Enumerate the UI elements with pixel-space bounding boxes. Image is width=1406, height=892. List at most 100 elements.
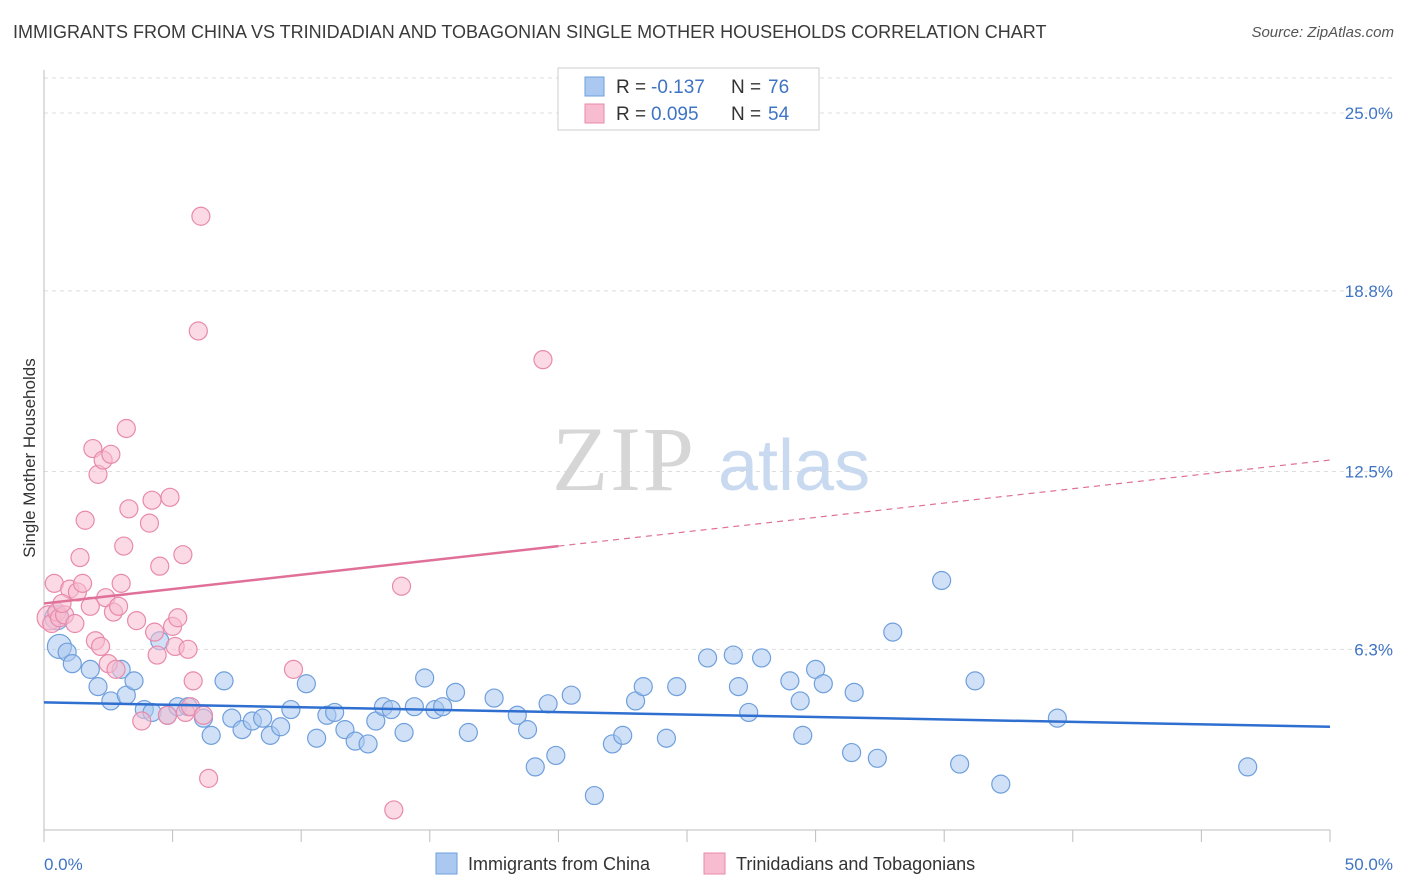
trend-layer <box>43 459 1331 729</box>
point-tt-23 <box>108 596 129 616</box>
point-tt-44 <box>183 671 203 691</box>
point-china-40 <box>433 697 453 717</box>
point-china-68 <box>844 682 864 702</box>
point-tt-45 <box>188 321 208 341</box>
point-china-74 <box>991 774 1011 794</box>
legend-r-value-china: -0.137 <box>651 77 705 98</box>
point-china-61 <box>751 648 772 668</box>
point-china-75 <box>1047 708 1067 728</box>
point-tt-47 <box>193 705 214 725</box>
x-tick-marks <box>43 830 1331 842</box>
legend-n-value-tt: 54 <box>768 104 790 125</box>
point-china-72 <box>950 754 970 774</box>
point-china-37 <box>404 697 424 717</box>
point-tt-35 <box>157 705 178 725</box>
point-china-32 <box>358 734 378 754</box>
point-tt-28 <box>126 611 147 631</box>
point-china-18 <box>214 671 234 691</box>
point-tt-20 <box>101 444 121 464</box>
point-china-46 <box>525 757 545 777</box>
point-tt-27 <box>119 499 139 519</box>
point-tt-52 <box>533 350 553 370</box>
point-china-56 <box>667 677 687 697</box>
bottom-legend-label-china: Immigrants from China <box>468 854 651 874</box>
point-tt-24 <box>111 573 131 593</box>
trendline-tt-dashed <box>558 459 1331 547</box>
point-china-50 <box>584 785 605 806</box>
point-china-48 <box>546 745 566 766</box>
point-china-47 <box>538 694 558 714</box>
x-tick-label-min: 0.0% <box>44 855 83 874</box>
point-china-76 <box>1238 757 1258 777</box>
point-china-29 <box>325 702 345 723</box>
point-tt-36 <box>160 487 180 507</box>
point-china-4 <box>80 659 100 679</box>
point-china-73 <box>965 671 985 691</box>
point-china-59 <box>728 677 749 697</box>
points-layer <box>36 206 1258 820</box>
point-tt-29 <box>132 711 152 731</box>
chart-source: Source: ZipAtlas.com <box>1251 24 1394 41</box>
x-tick-label-max: 50.0% <box>1345 855 1393 874</box>
legend-r-label-china: R = <box>616 77 646 98</box>
point-tt-25 <box>114 536 134 556</box>
watermark-atlas: atlas <box>718 426 870 506</box>
point-tt-10 <box>72 573 93 593</box>
point-tt-34 <box>150 556 170 576</box>
point-china-3 <box>62 654 82 674</box>
point-china-26 <box>296 674 316 694</box>
point-china-71 <box>932 570 952 591</box>
point-tt-32 <box>144 622 165 642</box>
watermark-zip: ZIP <box>552 408 696 510</box>
point-china-57 <box>697 648 718 668</box>
bottom-legend-swatch-china <box>435 852 458 875</box>
point-china-54 <box>633 677 653 697</box>
point-tt-40 <box>173 545 193 565</box>
point-china-9 <box>124 671 144 691</box>
legend-n-label-tt: N = <box>731 104 761 125</box>
point-tt-22 <box>106 659 126 679</box>
y-axis-label: Single Mother Households <box>20 358 39 557</box>
point-tt-46 <box>191 206 211 226</box>
gridlines <box>44 77 1392 650</box>
legend-n-label-china: N = <box>731 77 761 98</box>
point-tt-30 <box>139 513 160 533</box>
point-china-62 <box>780 671 800 691</box>
legend-swatch-china <box>584 76 605 97</box>
y-tick-label-1: 12.5% <box>1345 463 1393 482</box>
point-china-49 <box>561 685 581 705</box>
point-china-45 <box>517 720 538 740</box>
trendline-tt <box>43 544 559 605</box>
point-tt-49 <box>283 659 304 679</box>
point-china-24 <box>271 717 291 737</box>
point-china-42 <box>458 722 478 743</box>
point-china-22 <box>253 708 273 728</box>
point-china-36 <box>394 722 414 743</box>
point-tt-50 <box>384 800 404 820</box>
point-china-58 <box>723 645 743 665</box>
point-tt-42 <box>178 639 198 659</box>
point-tt-16 <box>90 636 111 657</box>
point-china-43 <box>484 688 504 708</box>
point-china-25 <box>281 699 301 720</box>
point-china-52 <box>613 725 633 745</box>
point-tt-51 <box>391 576 412 596</box>
point-china-69 <box>867 748 887 768</box>
legend-r-value-tt: 0.095 <box>651 104 699 125</box>
legend-swatch-tt <box>584 103 605 124</box>
y-tick-label-3: 25.0% <box>1345 104 1393 123</box>
point-tt-11 <box>75 510 95 530</box>
point-china-38 <box>415 668 435 688</box>
point-china-27 <box>307 728 327 748</box>
trendline-china <box>43 701 1331 729</box>
point-china-67 <box>842 742 862 763</box>
bottom-legend-swatch-tt <box>703 852 726 875</box>
point-china-70 <box>883 622 903 642</box>
point-china-17 <box>201 725 221 745</box>
point-tt-31 <box>142 490 162 510</box>
point-china-66 <box>813 674 833 694</box>
chart-title: IMMIGRANTS FROM CHINA VS TRINIDADIAN AND… <box>13 22 1047 42</box>
point-china-64 <box>793 725 813 745</box>
point-china-41 <box>445 682 466 702</box>
